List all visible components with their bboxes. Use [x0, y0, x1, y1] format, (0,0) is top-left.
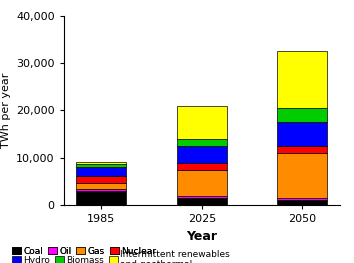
Bar [177, 139, 227, 146]
Bar [277, 108, 327, 122]
Bar [177, 146, 227, 163]
X-axis label: Year: Year [186, 230, 217, 243]
Legend: Coal, Oil, Gas, Nuclear: Coal, Oil, Gas, Nuclear [12, 247, 156, 256]
Bar [177, 106, 227, 139]
Bar [277, 122, 327, 146]
Y-axis label: Electricity generation
TWh per year: Electricity generation TWh per year [0, 50, 11, 170]
Bar [76, 176, 126, 183]
Bar [76, 167, 126, 176]
Bar [277, 51, 327, 108]
Bar [76, 191, 126, 205]
Bar [277, 153, 327, 198]
Bar [76, 164, 126, 167]
Bar [277, 146, 327, 153]
Bar [76, 183, 126, 189]
Bar [177, 170, 227, 196]
Bar [277, 200, 327, 205]
Legend: Hydro, Biomass, Intermittent renewables
and geothermal: Hydro, Biomass, Intermittent renewables … [12, 250, 230, 263]
Bar [277, 198, 327, 200]
Bar [76, 162, 126, 164]
Bar [76, 189, 126, 191]
Bar [177, 163, 227, 170]
Bar [177, 198, 227, 205]
Bar [177, 196, 227, 198]
